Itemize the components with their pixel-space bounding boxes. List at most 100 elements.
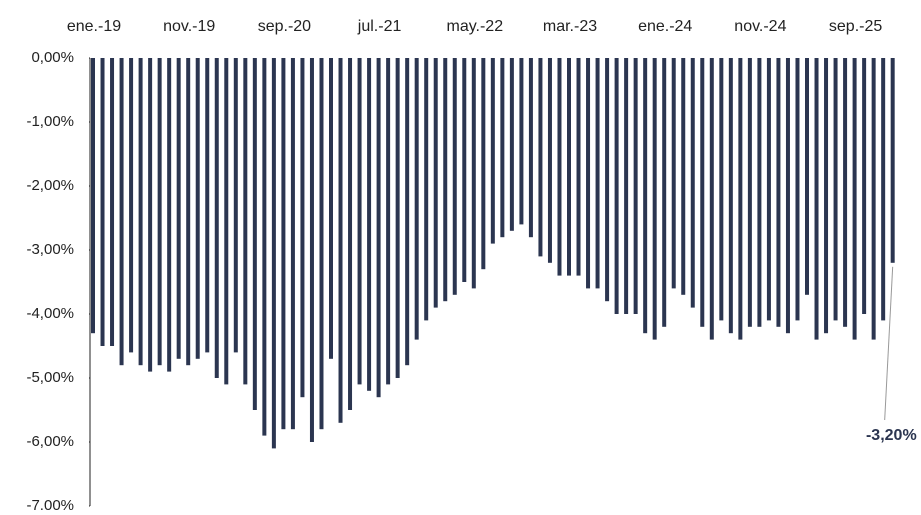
bar <box>671 58 676 289</box>
x-tick-label: jul.-21 <box>357 18 402 35</box>
bar <box>871 58 876 340</box>
x-tick-label: mar.-23 <box>543 18 597 35</box>
bar <box>890 58 895 263</box>
bar <box>852 58 857 340</box>
bar <box>728 58 733 334</box>
bar <box>157 58 162 366</box>
bar <box>709 58 714 340</box>
bar <box>519 58 524 225</box>
bar <box>766 58 771 321</box>
bar <box>509 58 514 231</box>
bar <box>357 58 362 385</box>
bar <box>557 58 562 276</box>
x-tick-label: ene.-19 <box>67 18 121 35</box>
y-tick-label: -6,00% <box>26 433 74 450</box>
bar <box>348 58 353 410</box>
bar <box>110 58 115 346</box>
bar <box>805 58 809 295</box>
bar <box>633 58 638 314</box>
x-tick-label: sep.-20 <box>258 18 311 35</box>
y-tick-label: -4,00% <box>26 305 74 322</box>
bar <box>719 58 724 321</box>
bar <box>662 58 667 327</box>
bar <box>605 58 610 302</box>
bar <box>414 58 419 340</box>
bar <box>395 58 400 378</box>
bar <box>205 58 210 353</box>
bar <box>252 58 257 410</box>
bar <box>91 58 95 334</box>
bar <box>186 58 191 366</box>
bar <box>595 58 600 289</box>
bar <box>576 58 581 276</box>
bar <box>262 58 267 436</box>
bar <box>452 58 457 295</box>
y-tick-label: -7.00% <box>26 497 74 514</box>
x-tick-label: nov.-19 <box>163 18 215 35</box>
bar <box>100 58 105 346</box>
bar <box>309 58 314 442</box>
bar <box>148 58 153 372</box>
bar <box>367 58 372 391</box>
bar <box>785 58 790 334</box>
bar <box>119 58 124 366</box>
bar <box>319 58 324 430</box>
bar <box>586 58 591 289</box>
value-label: -3,20% <box>866 427 917 444</box>
bar <box>329 58 333 359</box>
y-tick-label: -3,00% <box>26 241 74 258</box>
bar <box>433 58 438 308</box>
bar <box>500 58 505 238</box>
bar <box>824 58 829 334</box>
bar <box>138 58 143 366</box>
leader-line <box>884 266 894 421</box>
bar <box>862 58 867 314</box>
bar <box>700 58 705 327</box>
bar <box>376 58 381 398</box>
bar <box>176 58 181 359</box>
bar <box>129 58 134 353</box>
bar <box>281 58 286 430</box>
bar <box>195 58 200 359</box>
bar <box>624 58 629 314</box>
bar <box>738 58 743 340</box>
bar <box>776 58 781 327</box>
bar <box>881 58 886 321</box>
bar <box>490 58 495 244</box>
bar <box>643 58 648 334</box>
bar <box>757 58 762 327</box>
x-tick-label: may.-22 <box>446 18 503 35</box>
bar <box>233 58 238 353</box>
bar <box>300 58 305 398</box>
bar <box>833 58 838 321</box>
x-tick-label: nov.-24 <box>734 18 786 35</box>
bar <box>271 58 276 449</box>
bar <box>538 58 543 257</box>
bar <box>795 58 800 321</box>
bar <box>471 58 476 289</box>
x-tick-label: sep.-25 <box>829 18 882 35</box>
bar <box>681 58 686 295</box>
bar <box>747 58 752 327</box>
bar <box>814 58 819 340</box>
bar <box>167 58 172 372</box>
bar <box>690 58 695 308</box>
bar <box>843 58 848 327</box>
bar <box>528 58 533 238</box>
bar <box>386 58 391 385</box>
bar <box>614 58 619 314</box>
bar <box>214 58 219 378</box>
y-tick-label: -1,00% <box>26 113 74 130</box>
bar <box>224 58 229 385</box>
bar <box>481 58 486 270</box>
bar <box>652 58 657 340</box>
y-tick-label: -5,00% <box>26 369 74 386</box>
bar <box>290 58 295 430</box>
bar <box>243 58 248 385</box>
bar <box>462 58 467 282</box>
bar <box>424 58 429 321</box>
bar <box>443 58 448 302</box>
x-tick-label: ene.-24 <box>638 18 692 35</box>
bar <box>405 58 410 366</box>
